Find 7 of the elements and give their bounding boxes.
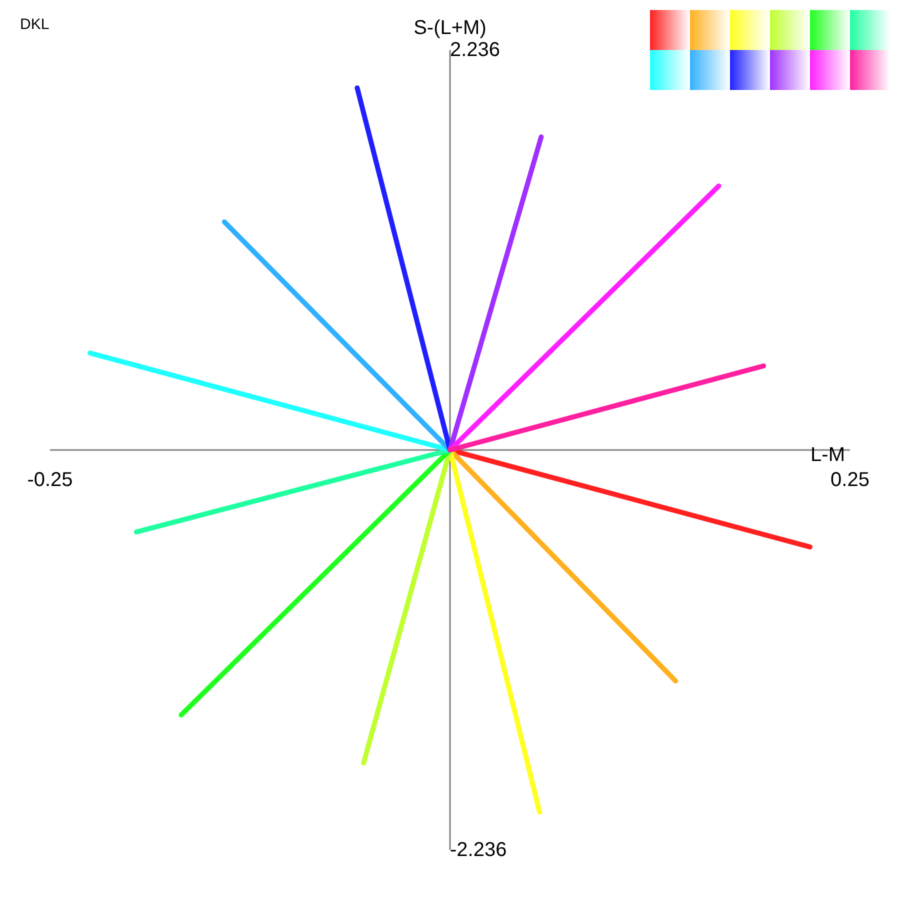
y-axis-title: S-(L+M): [414, 17, 486, 39]
x-axis-title: L-M: [810, 444, 845, 466]
chart-title: DKL: [20, 16, 50, 33]
y-tick-label: -2.236: [450, 839, 507, 861]
x-tick-label: -0.25: [27, 469, 73, 491]
x-tick-label: 0.25: [830, 469, 870, 491]
y-tick-label: 2.236: [450, 39, 500, 61]
